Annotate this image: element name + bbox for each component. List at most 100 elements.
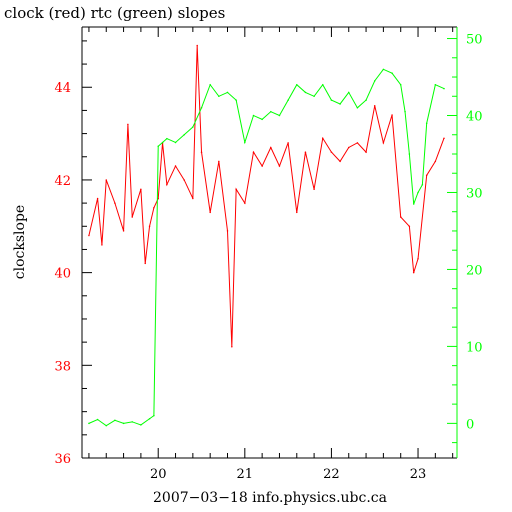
ticks-layer: 20 21 22 23 36 38 40 42 44 0 10 20 30 40 50 [54,27,483,482]
y-axis-title: clockslope [12,205,28,279]
clock-point-31 [296,211,298,214]
rtc-point-7 [148,418,151,420]
series-layer [88,44,445,427]
clock-point-20 [209,211,211,214]
rtc-point-11 [166,137,168,140]
clock-point-10 [148,225,151,228]
clock-point-30 [287,142,289,144]
clock-point-0 [88,234,90,237]
clock-point-45 [412,271,415,274]
rtc-point-33 [356,107,359,109]
clock-point-7 [131,216,133,218]
rtc-point-26 [296,83,298,86]
x-tick-label-2: 22 [323,467,340,482]
x-tick-label-3: 23 [410,467,427,482]
clock-point-49 [443,137,445,139]
right-y-tick-label-1: 10 [466,340,483,355]
clock-point-4 [114,202,116,204]
clock-point-6 [127,123,129,126]
rtc-point-43 [421,184,424,186]
clock-point-29 [278,165,281,167]
right-y-tick-label-0: 0 [466,417,474,432]
rtc-point-8 [153,414,155,417]
rtc-slope-series-line [88,68,445,427]
rtc-point-14 [192,126,194,128]
clock-point-22 [226,230,229,232]
right-y-tick-label-2: 20 [466,263,483,278]
rtc-point-34 [365,99,367,101]
left-y-tick-label-0: 36 [54,452,71,467]
clock-point-36 [339,160,341,163]
rtc-point-45 [434,83,437,86]
clock-point-9 [144,262,146,265]
rtc-point-18 [226,91,229,94]
clock-point-18 [196,44,198,47]
rtc-point-4 [122,422,125,425]
clock-slope-series-line [88,45,445,347]
clock-point-38 [356,142,359,144]
clock-point-35 [330,151,333,153]
clock-point-43 [399,216,402,218]
rtc-point-46 [443,87,445,90]
rtc-point-24 [278,114,281,117]
rtc-point-41 [412,203,415,205]
rtc-point-10 [161,141,164,144]
rtc-point-17 [218,95,220,98]
clock-point-33 [313,188,315,190]
x-tick-label-0: 20 [150,467,167,482]
rtc-point-29 [322,83,324,86]
clock-point-32 [304,151,307,153]
clock-point-16 [183,179,185,181]
clock-point-8 [140,188,142,190]
rtc-point-5 [131,421,133,423]
clock-point-25 [244,202,246,204]
chart-title: clock (red) rtc (green) slopes [4,4,225,22]
rtc-point-39 [404,110,406,113]
rtc-point-16 [209,83,211,86]
clock-point-28 [270,146,272,149]
clock-point-15 [174,165,177,167]
clock-point-19 [200,151,203,153]
left-y-tick-label-4: 44 [54,81,71,96]
rtc-point-23 [270,110,272,113]
rtc-point-22 [261,118,263,121]
rtc-point-42 [417,191,419,194]
rtc-point-13 [183,134,185,136]
clock-point-11 [153,206,155,209]
right-y-tick-label-5: 50 [466,33,483,48]
rtc-point-15 [200,107,203,109]
clock-point-1 [96,197,99,200]
rtc-point-35 [373,80,376,82]
rtc-point-27 [304,91,307,94]
clock-point-2 [101,244,103,246]
rtc-point-36 [382,68,385,71]
x-tick-label-1: 21 [237,467,254,482]
clock-point-44 [408,225,411,228]
x-axis-title: 2007−03−18 info.physics.ubc.ca [153,490,387,506]
clock-point-42 [391,114,393,116]
rtc-point-12 [174,141,177,144]
right-y-tick-label-4: 40 [466,110,483,125]
rtc-point-44 [425,122,428,124]
rtc-point-3 [114,419,116,422]
clock-point-47 [425,174,428,177]
plot-frame [81,26,458,459]
rtc-point-1 [96,418,99,421]
clock-point-46 [417,257,419,260]
clock-point-21 [218,160,220,163]
rtc-point-20 [244,141,246,144]
clock-point-34 [322,137,324,139]
clock-point-23 [231,346,233,348]
rtc-point-9 [157,145,159,148]
clock-point-14 [166,183,168,186]
clock-point-26 [252,151,255,153]
rtc-point-30 [330,99,333,101]
rtc-point-2 [105,424,107,427]
clock-point-40 [373,105,376,107]
rtc-point-25 [287,99,289,101]
rtc-point-21 [252,114,255,117]
rtc-point-37 [391,72,393,74]
clock-point-41 [382,142,385,144]
rtc-point-19 [235,99,237,101]
